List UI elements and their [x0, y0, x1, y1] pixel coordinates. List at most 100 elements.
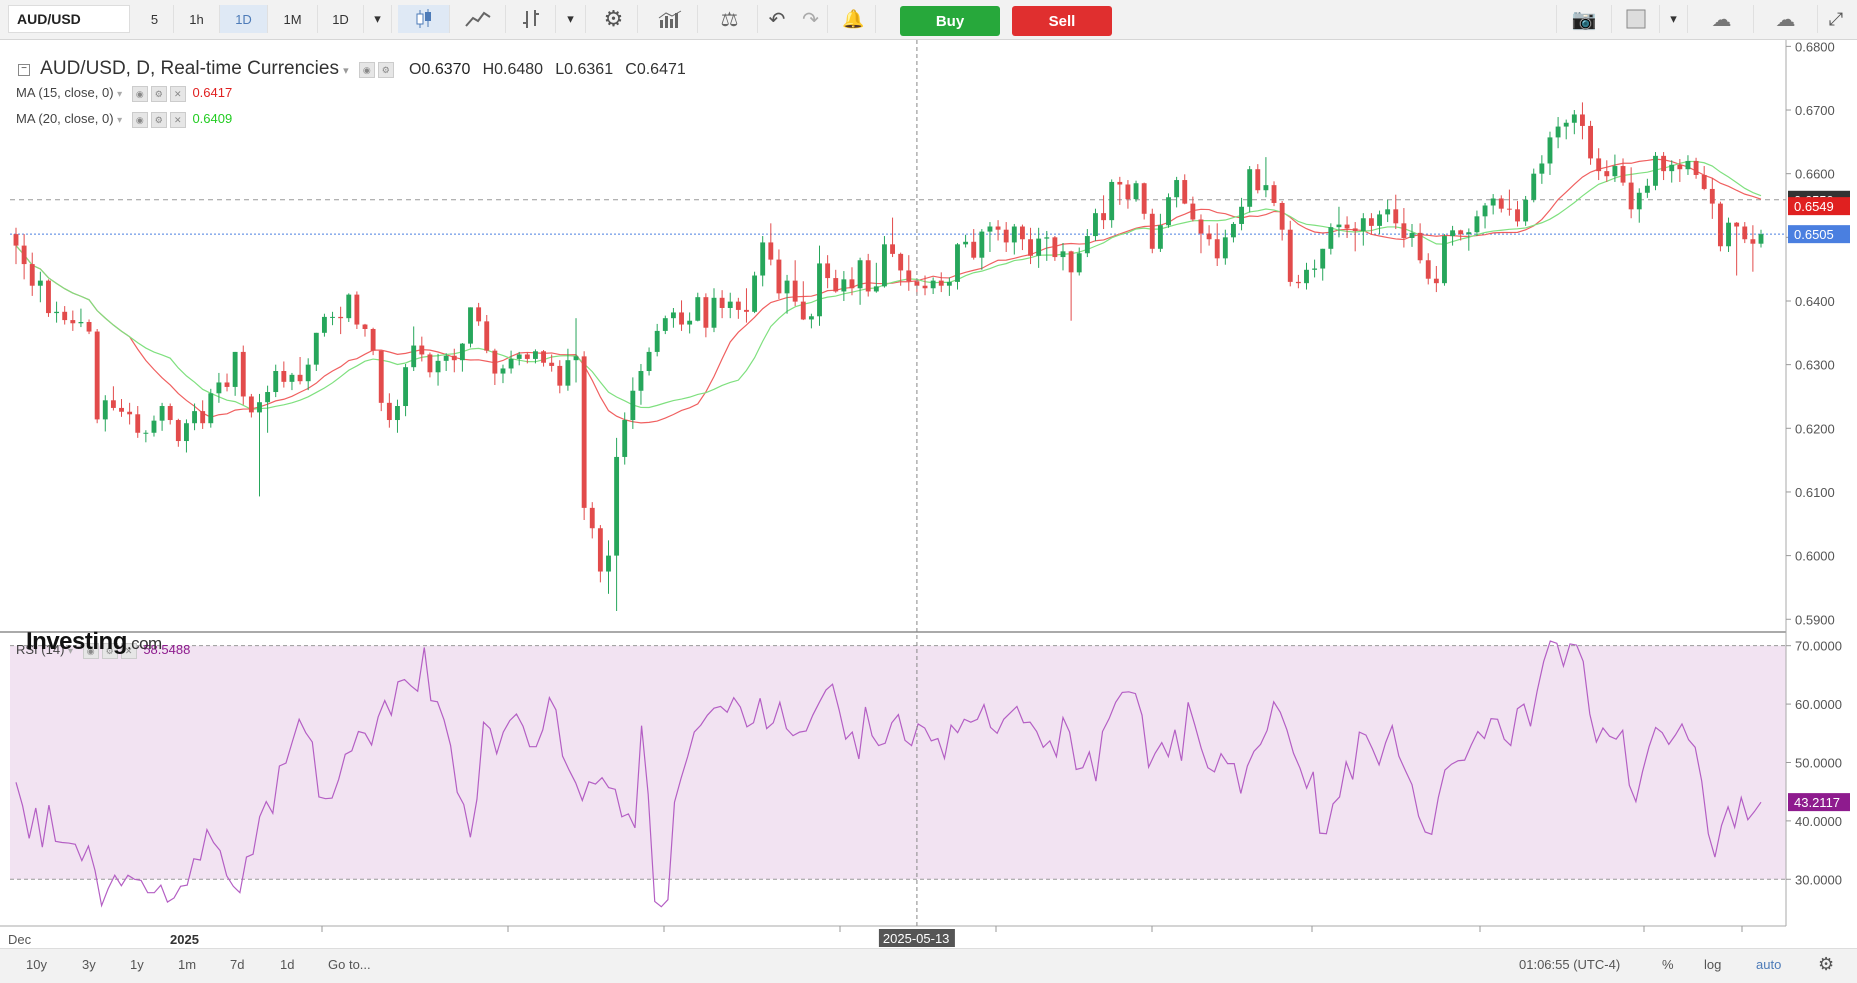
candle-body — [305, 364, 311, 382]
candle — [638, 364, 644, 405]
settings-icon[interactable]: ⚙ — [101, 642, 118, 659]
eye-icon[interactable]: ◉ — [358, 62, 375, 79]
close-icon[interactable]: ✕ — [169, 111, 186, 128]
candle-body — [679, 312, 684, 325]
timeframe-1h[interactable]: 1h — [174, 5, 220, 33]
indicators-icon[interactable] — [642, 5, 698, 33]
dropdown-icon[interactable]: ▾ — [343, 65, 349, 77]
sell-button[interactable]: Sell — [1012, 6, 1112, 36]
timeframe-5[interactable]: 5 — [136, 5, 174, 33]
goto-button[interactable]: Go to... — [328, 957, 371, 972]
ma15-label: MA (15, close, 0) — [16, 85, 114, 100]
candle — [825, 255, 831, 289]
range-10y[interactable]: 10y — [26, 957, 47, 972]
candle — [1490, 194, 1496, 215]
rsi-tick-label: 50.0000 — [1795, 755, 1842, 770]
price-tag-ma20-bg — [1788, 225, 1850, 244]
close-icon[interactable]: ✕ — [120, 642, 137, 659]
candle — [1182, 174, 1188, 205]
camera-icon[interactable]: 📷 — [1556, 5, 1612, 33]
candle-body — [395, 406, 400, 421]
candle — [541, 350, 546, 367]
eye-icon[interactable]: ◉ — [82, 642, 99, 659]
fullscreen-icon[interactable]: ⤢ — [1828, 8, 1844, 29]
auto-toggle[interactable]: auto — [1756, 957, 1782, 972]
candle-body — [1068, 251, 1074, 273]
candle — [167, 403, 173, 425]
candle — [346, 293, 352, 322]
gear-icon[interactable]: ⚙ — [1818, 954, 1835, 974]
dropdown-icon[interactable]: ▾ — [556, 5, 586, 33]
candle-body — [257, 402, 262, 413]
dropdown-icon[interactable]: ▾ — [68, 646, 74, 657]
candle — [492, 348, 498, 386]
candle — [313, 332, 319, 372]
settings-icon[interactable]: ⚙ — [150, 85, 167, 102]
timeframe-1d-dropdown[interactable]: 1D — [318, 5, 364, 33]
square-icon[interactable] — [1612, 5, 1660, 33]
range-1d[interactable]: 1d — [280, 957, 295, 972]
eye-icon[interactable]: ◉ — [131, 111, 148, 128]
collapse-legend-icon[interactable]: − — [18, 64, 30, 77]
chart-area[interactable]: 0.68000.67000.66000.65000.64000.63000.62… — [0, 39, 1857, 948]
candle-body — [370, 328, 376, 351]
alert-bell-icon[interactable]: 🔔 — [832, 5, 876, 33]
candle-body — [265, 392, 271, 403]
candle — [451, 348, 457, 373]
symbol-search-input[interactable]: AUD/USD — [8, 5, 130, 33]
dropdown-icon[interactable]: ▾ — [364, 5, 392, 33]
rsi-line — [15, 640, 1762, 908]
candle — [752, 271, 758, 314]
log-toggle[interactable]: log — [1704, 957, 1722, 972]
candle — [1433, 265, 1439, 293]
candle-body — [1028, 239, 1033, 256]
redo-icon[interactable]: ↷ — [794, 5, 828, 33]
close-icon[interactable]: ✕ — [169, 85, 186, 102]
settings-icon[interactable]: ⚙ — [150, 111, 167, 128]
cloud-download-icon[interactable]: ☁ — [1690, 5, 1754, 33]
candle — [744, 288, 749, 323]
chart-canvas[interactable]: 0.68000.67000.66000.65000.64000.63000.62… — [0, 39, 1857, 948]
dropdown-icon[interactable]: ▾ — [117, 115, 123, 126]
buy-button[interactable]: Buy — [900, 6, 1000, 36]
candle — [800, 281, 806, 321]
candle — [703, 293, 709, 338]
candlestick-icon[interactable] — [398, 5, 450, 33]
timeframe-1m[interactable]: 1M — [268, 5, 318, 33]
rsi-tag-bg — [1788, 793, 1850, 812]
candle-body — [906, 270, 912, 282]
candle — [1214, 223, 1220, 266]
bar-chart-icon[interactable] — [506, 5, 556, 33]
balance-icon[interactable]: ⚖ — [702, 5, 758, 33]
candle — [151, 415, 157, 437]
range-1m[interactable]: 1m — [178, 957, 197, 972]
clock-display: 01:06:55 (UTC-4) — [1519, 957, 1621, 972]
ma20-line — [15, 160, 1762, 411]
line-chart-icon[interactable] — [450, 5, 506, 33]
dropdown-icon[interactable]: ▾ — [117, 89, 123, 100]
candle — [1661, 152, 1667, 181]
candle-body — [1076, 253, 1082, 273]
candle-body — [1360, 218, 1366, 231]
candle — [841, 271, 847, 301]
crosshair-date-label: 2025-05-13 — [883, 931, 950, 946]
percent-toggle[interactable]: % — [1662, 957, 1674, 972]
candle — [1393, 194, 1399, 230]
range-7d[interactable]: 7d — [230, 957, 245, 972]
eye-icon[interactable]: ◉ — [131, 85, 148, 102]
range-1y[interactable]: 1y — [130, 957, 144, 972]
gear-icon[interactable]: ⚙ — [590, 5, 638, 33]
cloud-upload-icon[interactable]: ☁ — [1754, 5, 1818, 33]
settings-icon[interactable]: ⚙ — [377, 62, 394, 79]
candle-body — [1531, 173, 1537, 200]
ma15-actions: ◉ ⚙ ✕ — [131, 85, 189, 102]
undo-icon[interactable]: ↶ — [768, 8, 786, 31]
candle — [1742, 222, 1748, 244]
candle-body — [1125, 184, 1131, 200]
timeframe-1d[interactable]: 1D — [220, 5, 268, 33]
candle-body — [800, 301, 806, 320]
ohlc-high: H0.6480 — [482, 61, 544, 78]
range-3y[interactable]: 3y — [82, 957, 96, 972]
dropdown-icon[interactable]: ▾ — [1660, 5, 1688, 33]
candle — [1247, 166, 1253, 213]
